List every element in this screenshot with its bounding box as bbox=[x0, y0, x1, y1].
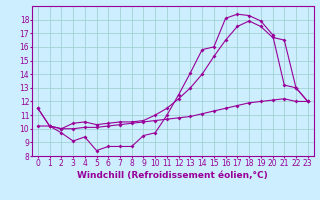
X-axis label: Windchill (Refroidissement éolien,°C): Windchill (Refroidissement éolien,°C) bbox=[77, 171, 268, 180]
